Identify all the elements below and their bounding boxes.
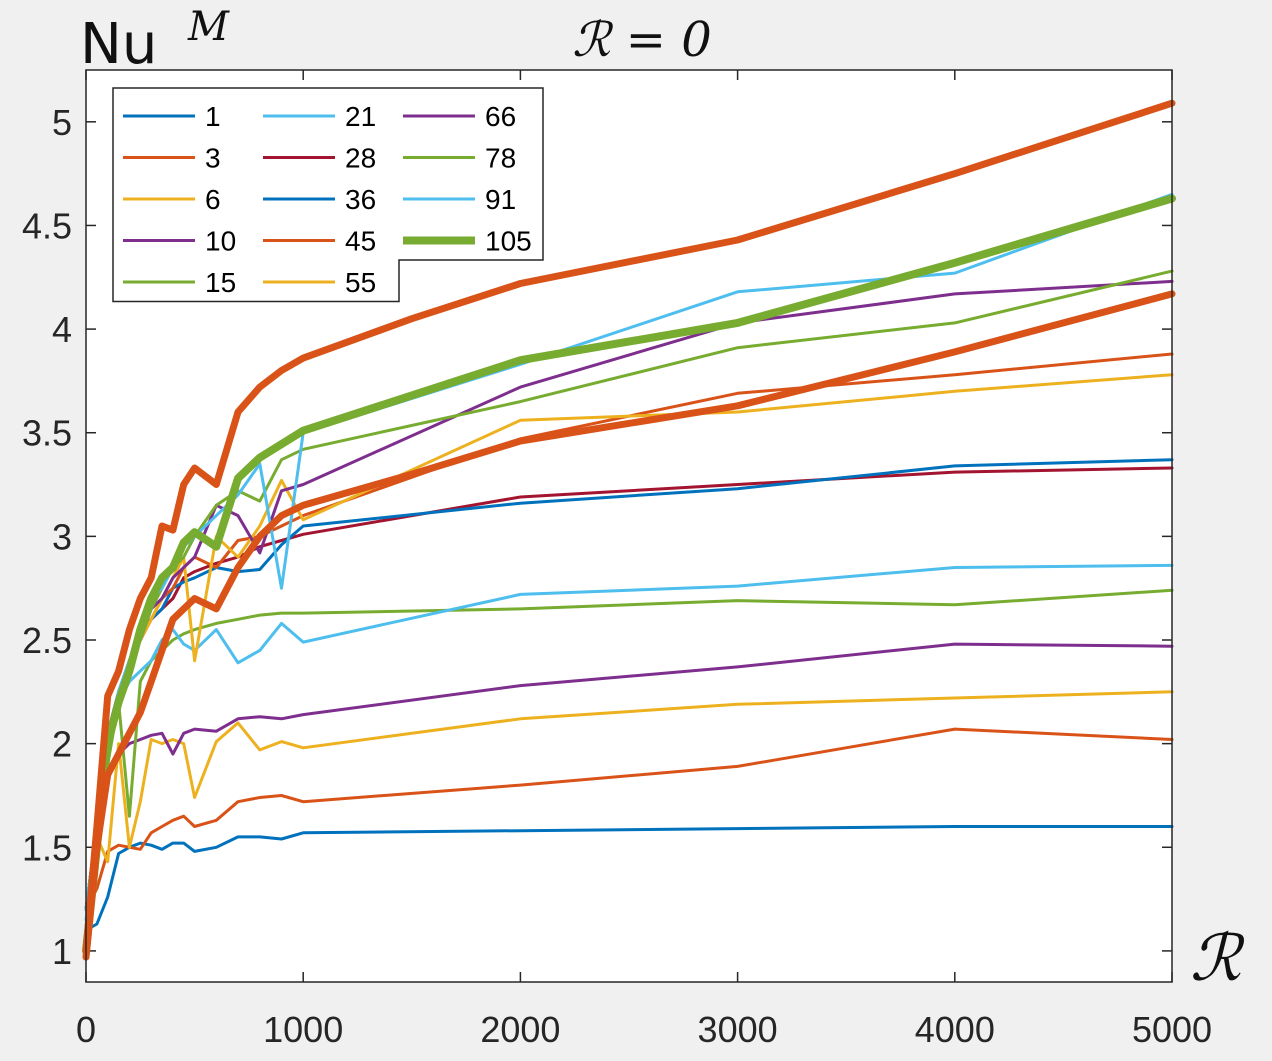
legend-box bbox=[112, 87, 544, 303]
legend-label-6: 6 bbox=[205, 184, 221, 215]
legend-label-55: 55 bbox=[345, 267, 376, 298]
x-tick-label: 4000 bbox=[915, 1009, 995, 1050]
series-line-3 bbox=[84, 727, 1174, 911]
series-line-extra-14 bbox=[82, 290, 1176, 961]
tick-labels: 0 1000 2000 3000 4000 5000 1 1.5 2 2.5 3 3.5 4 4.5 5 bbox=[22, 102, 1212, 1050]
legend-label-45: 45 bbox=[345, 226, 376, 257]
x-tick-label: 0 bbox=[76, 1009, 96, 1050]
legend-label-105: 105 bbox=[485, 226, 532, 257]
series-line-105 bbox=[82, 194, 1176, 955]
x-tick-label: 5000 bbox=[1132, 1009, 1212, 1050]
series-line-15 bbox=[84, 588, 1174, 932]
chart-title: ℛ = 0 bbox=[572, 12, 712, 68]
y-axis-label: Nu bbox=[80, 12, 157, 77]
y-tick-label: 3 bbox=[52, 516, 72, 557]
y-tick-label: 2 bbox=[52, 724, 72, 765]
x-tick-label: 2000 bbox=[480, 1009, 560, 1050]
y-tick-label: 4.5 bbox=[22, 205, 72, 246]
y-tick-label: 2.5 bbox=[22, 620, 72, 661]
legend-label-28: 28 bbox=[345, 143, 376, 174]
legend-label-78: 78 bbox=[485, 143, 516, 174]
x-axis-label: ℛ bbox=[1190, 922, 1245, 996]
series-line-6 bbox=[84, 690, 1174, 911]
y-tick-label: 1.5 bbox=[22, 827, 72, 868]
x-tick-label: 3000 bbox=[698, 1009, 778, 1050]
legend-label-21: 21 bbox=[345, 101, 376, 132]
legend-label-3: 3 bbox=[205, 143, 221, 174]
y-axis-label-superscript: M bbox=[187, 4, 230, 50]
legend-label-66: 66 bbox=[485, 101, 516, 132]
legend-label-91: 91 bbox=[485, 184, 516, 215]
legend-label-36: 36 bbox=[345, 184, 376, 215]
series-layer bbox=[82, 99, 1176, 961]
series-line-1 bbox=[84, 825, 1174, 932]
legend-label-1: 1 bbox=[205, 101, 221, 132]
y-tick-label: 1 bbox=[52, 931, 72, 972]
y-tick-label: 3.5 bbox=[22, 413, 72, 454]
series-line-extra-15 bbox=[82, 99, 1176, 955]
x-tick-label: 1000 bbox=[263, 1009, 343, 1050]
axes-box bbox=[85, 69, 1173, 983]
legend-label-15: 15 bbox=[205, 267, 236, 298]
y-tick-label: 5 bbox=[52, 102, 72, 143]
legend-label-10: 10 bbox=[205, 226, 236, 257]
y-tick-label: 4 bbox=[52, 309, 72, 350]
